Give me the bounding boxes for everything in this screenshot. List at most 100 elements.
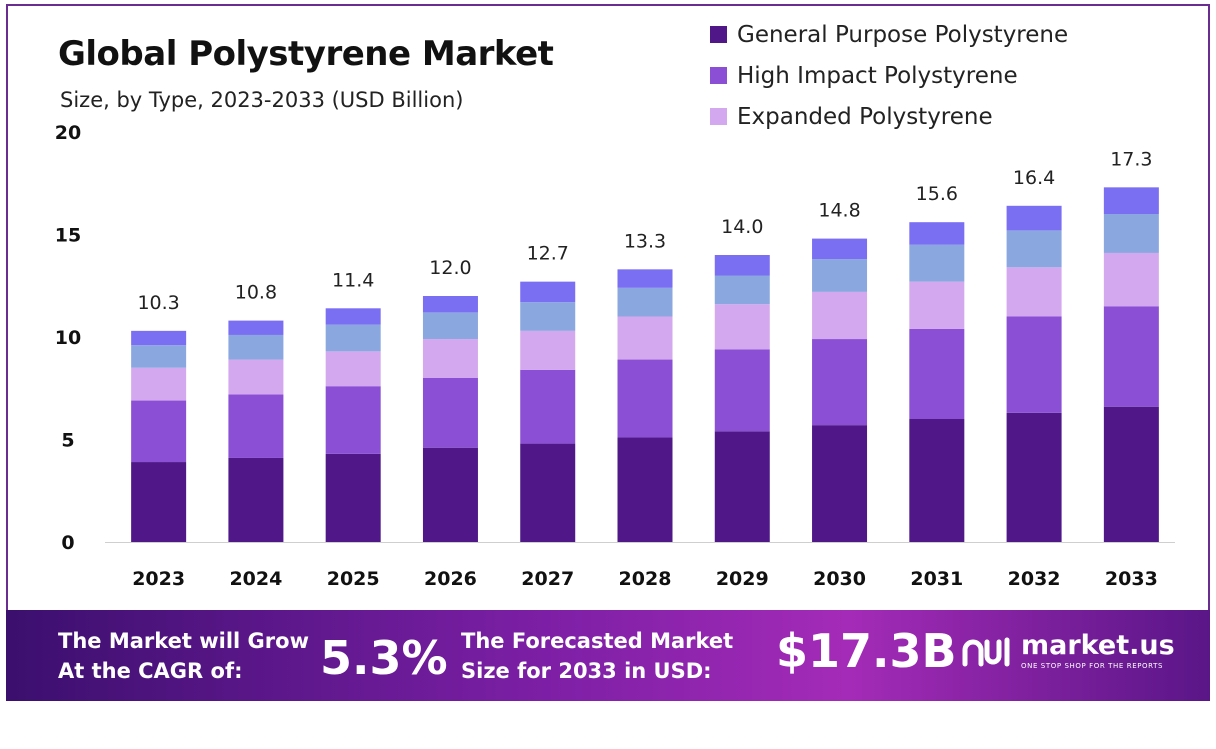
y-tick-label-10: 10 — [55, 327, 81, 349]
chart-title: Global Polystyrene Market — [58, 34, 554, 74]
bar-2032-segment-4 — [1006, 230, 1062, 268]
cagr-label-line2: At the CAGR of: — [58, 659, 243, 683]
data-label-2025: 11.4 — [332, 269, 374, 291]
bar-2028-segment-5 — [617, 269, 673, 288]
brand-logo: market.us ONE STOP SHOP FOR THE REPORTS — [961, 632, 1175, 670]
cagr-label: The Market will Grow At the CAGR of: — [58, 626, 309, 686]
bar-2023-segment-4 — [131, 345, 187, 368]
y-tick-label-15: 15 — [55, 225, 81, 247]
stacked-bar-chart: 0 5 10 15 20 10.3 2023 10.8 2024 11.4 2025 12.0 2026… — [55, 122, 1175, 590]
x-tick-label-2028: 2028 — [619, 568, 672, 590]
bar-2033-segment-1 — [1103, 406, 1159, 542]
bar-2024-segment-4 — [228, 334, 284, 360]
y-tick-label-5: 5 — [61, 430, 74, 452]
cagr-value: 5.3% — [320, 631, 448, 685]
data-label-2027: 12.7 — [527, 243, 569, 265]
data-label-2023: 10.3 — [137, 292, 179, 314]
bar-2023-segment-2 — [131, 400, 187, 463]
x-tick-label-2027: 2027 — [521, 568, 574, 590]
bar-2026-segment-5 — [422, 296, 478, 313]
bar-2033-segment-5 — [1103, 187, 1159, 214]
bar-2029-segment-5 — [714, 255, 770, 276]
cagr-label-line1: The Market will Grow — [58, 629, 309, 653]
bar-2025-segment-1 — [325, 453, 381, 542]
bar-2029-segment-1 — [714, 431, 770, 542]
data-label-2030: 14.8 — [818, 200, 860, 222]
bar-2024-segment-5 — [228, 320, 284, 335]
forecast-size-label: The Forecasted Market Size for 2033 in U… — [461, 626, 733, 686]
bar-2032-segment-3 — [1006, 267, 1062, 317]
bar-2028-segment-1 — [617, 437, 673, 542]
bar-2031-segment-1 — [909, 419, 965, 542]
forecast-size-value: $17.3B — [776, 624, 957, 678]
x-tick-label-2030: 2030 — [813, 568, 866, 590]
bar-2027-segment-2 — [520, 369, 576, 444]
bar-2026-segment-4 — [422, 312, 478, 340]
bar-2026-segment-3 — [422, 339, 478, 378]
bar-2031-segment-4 — [909, 244, 965, 282]
bar-2029-segment-3 — [714, 304, 770, 350]
bar-2024-segment-1 — [228, 457, 284, 542]
bar-2028-segment-3 — [617, 316, 673, 360]
brand-tagline: ONE STOP SHOP FOR THE REPORTS — [1021, 662, 1164, 670]
bar-2028-segment-2 — [617, 359, 673, 438]
bar-2028-segment-4 — [617, 287, 673, 317]
y-tick-label-20: 20 — [55, 122, 81, 144]
data-label-2026: 12.0 — [429, 257, 471, 279]
forecast-size-label-line1: The Forecasted Market — [461, 629, 734, 653]
bar-2029-segment-4 — [714, 275, 770, 305]
x-tick-label-2026: 2026 — [424, 568, 477, 590]
legend-item-general-purpose: General Purpose Polystyrene — [710, 14, 1068, 55]
legend-swatch-general-purpose — [710, 26, 727, 43]
bar-2030-segment-1 — [812, 425, 868, 542]
x-tick-label-2024: 2024 — [229, 568, 282, 590]
data-label-2031: 15.6 — [916, 183, 958, 205]
legend-label-general-purpose: General Purpose Polystyrene — [737, 21, 1069, 48]
x-tick-label-2031: 2031 — [910, 568, 963, 590]
bar-2023-segment-1 — [131, 462, 187, 542]
data-label-2029: 14.0 — [721, 216, 763, 238]
market-us-logo-icon — [962, 637, 1010, 667]
legend-label-high-impact: High Impact Polystyrene — [737, 62, 1018, 89]
chart-subtitle: Size, by Type, 2023-2033 (USD Billion) — [60, 88, 464, 112]
bar-2025-segment-4 — [325, 324, 381, 352]
bar-2033-segment-2 — [1103, 306, 1159, 407]
bar-2030-segment-4 — [812, 259, 868, 292]
bar-2025-segment-2 — [325, 386, 381, 454]
bar-2023-segment-5 — [131, 330, 187, 346]
bar-2031-segment-2 — [909, 328, 965, 419]
x-tick-label-2032: 2032 — [1008, 568, 1061, 590]
y-tick-label-0: 0 — [61, 532, 74, 554]
bar-2027-segment-1 — [520, 443, 576, 542]
bar-2024-segment-3 — [228, 359, 284, 395]
x-tick-label-2025: 2025 — [327, 568, 380, 590]
data-label-2032: 16.4 — [1013, 167, 1055, 189]
bar-2027-segment-5 — [520, 281, 576, 303]
brand-text: market.us ONE STOP SHOP FOR THE REPORTS — [1021, 630, 1175, 671]
legend: General Purpose Polystyrene High Impact … — [710, 14, 1068, 137]
bar-2031-segment-3 — [909, 281, 965, 329]
bar-2030-segment-5 — [812, 238, 868, 260]
data-label-2024: 10.8 — [235, 282, 277, 304]
bar-2026-segment-1 — [422, 447, 478, 542]
bar-2032-segment-5 — [1006, 205, 1062, 231]
bar-2023-segment-3 — [131, 367, 187, 401]
bar-2030-segment-3 — [812, 291, 868, 340]
legend-item-high-impact: High Impact Polystyrene — [710, 55, 1068, 96]
x-tick-label-2023: 2023 — [132, 568, 185, 590]
bar-2033-segment-3 — [1103, 252, 1159, 307]
bar-2026-segment-2 — [422, 378, 478, 448]
data-label-2028: 13.3 — [624, 230, 666, 252]
x-tick-label-2033: 2033 — [1105, 568, 1158, 590]
data-label-2033: 17.3 — [1110, 148, 1152, 170]
brand-name: market.us — [1021, 630, 1175, 661]
legend-item-expanded: Expanded Polystyrene — [710, 96, 1068, 137]
bar-2033-segment-4 — [1103, 214, 1159, 253]
bar-2027-segment-4 — [520, 302, 576, 331]
bar-2029-segment-2 — [714, 349, 770, 432]
bar-2030-segment-2 — [812, 339, 868, 426]
legend-swatch-expanded — [710, 108, 727, 125]
bar-2025-segment-3 — [325, 351, 381, 387]
forecast-size-label-line2: Size for 2033 in USD: — [461, 659, 712, 683]
footer-banner: The Market will Grow At the CAGR of: 5.3… — [6, 610, 1210, 701]
